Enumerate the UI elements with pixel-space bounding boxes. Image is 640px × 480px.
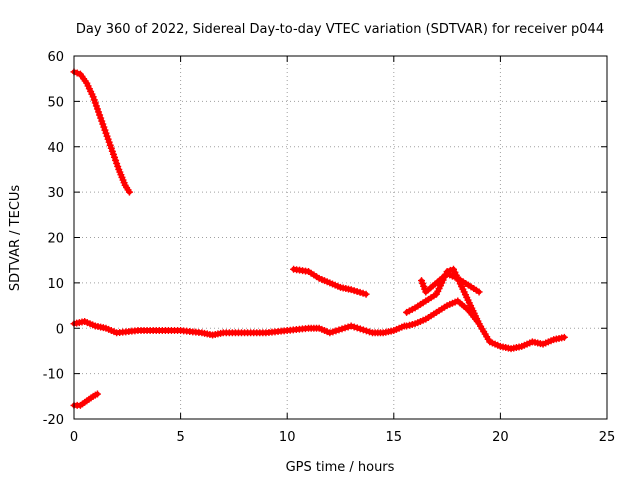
y-tick-label: -20 [43, 413, 64, 428]
axis-ticks: 0 5 10 15 20 25 -20 -10 0 10 20 30 40 50 60 [43, 50, 616, 445]
data-point [338, 325, 346, 333]
y-tick-label: 40 [47, 141, 64, 156]
data-point [350, 323, 358, 331]
data-point [475, 320, 483, 328]
data-point [93, 390, 101, 398]
x-axis-label: GPS time / hours [286, 460, 395, 475]
y-tick-label: 60 [47, 50, 64, 65]
data-point [347, 322, 355, 330]
data-point [335, 326, 343, 334]
y-axis-label: SDTVAR / TECUs [8, 185, 23, 292]
y-tick-label: 0 [56, 322, 64, 337]
data-point [344, 323, 352, 331]
data-series [70, 68, 568, 409]
plot-frame [73, 55, 608, 420]
data-point [560, 333, 568, 341]
x-tick-label: 5 [176, 430, 184, 445]
y-tick-label: 30 [47, 186, 64, 201]
data-point [353, 324, 361, 332]
data-point [362, 327, 370, 335]
data-point [332, 327, 340, 335]
chart-title: Day 360 of 2022, Sidereal Day-to-day VTE… [76, 22, 604, 37]
x-tick-label: 0 [70, 430, 78, 445]
x-tick-label: 15 [386, 430, 403, 445]
x-tick-label: 20 [492, 430, 509, 445]
data-point [73, 69, 81, 77]
y-tick-label: -10 [43, 368, 64, 383]
data-point [329, 328, 337, 336]
data-point [365, 328, 373, 336]
data-point [326, 329, 334, 337]
data-point [359, 326, 367, 334]
data-point [362, 290, 370, 298]
y-tick-label: 20 [47, 232, 64, 247]
y-tick-label: 50 [47, 95, 64, 110]
x-tick-label: 10 [279, 430, 296, 445]
y-tick-label: 10 [47, 277, 64, 292]
grid-lines [74, 56, 607, 419]
x-tick-label: 25 [599, 430, 616, 445]
data-point [475, 288, 483, 296]
data-point [356, 325, 364, 333]
data-point [125, 188, 133, 196]
data-point [341, 324, 349, 332]
